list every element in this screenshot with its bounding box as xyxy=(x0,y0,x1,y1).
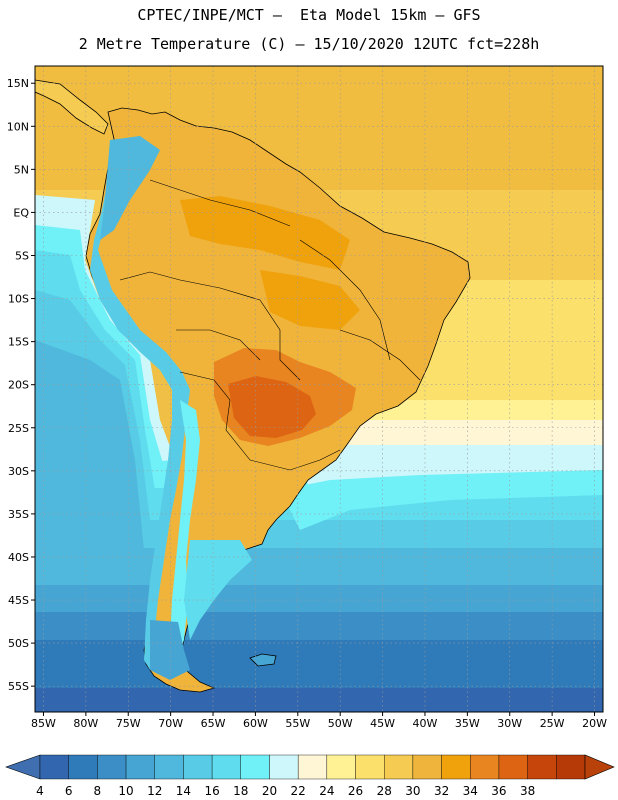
colorbar-segment xyxy=(297,754,328,780)
lon-tick-label: 60W xyxy=(243,717,268,730)
colorbar-label: 12 xyxy=(147,784,162,798)
lon-tick-label: 50W xyxy=(328,717,353,730)
figure-title: CPTEC/INPE/MCT – Eta Model 15km – GFS xyxy=(137,6,481,24)
lat-tick-label: EQ xyxy=(13,206,29,219)
colorbar-segment xyxy=(441,754,471,780)
band-8 xyxy=(35,612,603,642)
interior-32 xyxy=(180,196,350,270)
colorbar-label: 34 xyxy=(463,784,478,798)
lat-tick-label: 30S xyxy=(8,465,29,478)
band-4 xyxy=(35,688,603,712)
atlantic-cool-20 xyxy=(290,445,603,500)
colorbar-over-arrow xyxy=(584,754,615,780)
colorbar-segment xyxy=(97,754,127,780)
lat-tick-label: 10N xyxy=(7,120,29,133)
colorbar-segment xyxy=(412,754,442,780)
colorbar-label: 26 xyxy=(348,784,363,798)
lon-tick-label: 25W xyxy=(540,717,565,730)
lat-tick-label: 45S xyxy=(8,594,29,607)
patagonia-cooler xyxy=(150,620,190,680)
colorbar-label: 6 xyxy=(65,784,73,798)
colorbar-segment xyxy=(183,754,213,780)
lon-tick-label: 35W xyxy=(455,717,480,730)
patagonia-cool xyxy=(184,540,252,640)
colorbar-label: 36 xyxy=(491,784,506,798)
lat-tick-label: 15S xyxy=(8,336,29,349)
lat-tick-label: 50S xyxy=(8,637,29,650)
lon-tick-label: 85W xyxy=(31,717,56,730)
figure-subtitle: 2 Metre Temperature (C) – 15/10/2020 12U… xyxy=(78,35,540,53)
colorbar-label: 30 xyxy=(405,784,420,798)
colorbar-label: 4 xyxy=(36,784,44,798)
lat-tick-label: 5N xyxy=(14,163,29,176)
colorbar-label: 24 xyxy=(319,784,334,798)
lat-tick-label: 5S xyxy=(15,249,29,262)
colorbar-label: 10 xyxy=(118,784,133,798)
colorbar-label: 16 xyxy=(204,784,219,798)
colorbar: 4 6 8 10 12 14 16 18 20 22 24 26 28 30 32 34 36 38 xyxy=(5,754,615,798)
graticule xyxy=(35,66,603,712)
colorbar-segment xyxy=(556,754,586,780)
lon-tick-label: 45W xyxy=(370,717,395,730)
lon-tick-label: 55W xyxy=(285,717,310,730)
atlantic-cool-18 xyxy=(280,470,603,530)
lon-tick-label: 65W xyxy=(201,717,226,730)
colorbar-label: 38 xyxy=(520,784,535,798)
colorbar-under-arrow xyxy=(5,754,41,780)
lat-tick-label: 25S xyxy=(8,422,29,435)
lat-tick-label: 10S xyxy=(8,293,29,306)
colorbar-label: 20 xyxy=(262,784,277,798)
interior-32b xyxy=(260,270,360,330)
pacific-cool-12 xyxy=(35,340,145,565)
lat-tick-label: 35S xyxy=(8,508,29,521)
lon-tick-label: 40W xyxy=(413,717,438,730)
andes-north-cool xyxy=(100,136,160,240)
lon-tick-label: 80W xyxy=(73,717,98,730)
colorbar-segment xyxy=(154,754,184,780)
colorbar-label: 28 xyxy=(377,784,392,798)
interior-36 xyxy=(228,376,316,438)
colorbar-segment xyxy=(240,754,270,780)
colorbar-segment xyxy=(326,754,356,780)
colorbar-label: 18 xyxy=(233,784,248,798)
lat-tick-label: 55S xyxy=(8,680,29,693)
colorbar-segment xyxy=(498,754,528,780)
temperature-field xyxy=(35,66,603,712)
lat-tick-label: 20S xyxy=(8,379,29,392)
colorbar-segment xyxy=(68,754,98,780)
colorbar-segment xyxy=(211,754,241,780)
central-america xyxy=(35,79,109,135)
lat-tick-label: 40S xyxy=(8,551,29,564)
colorbar-segment xyxy=(470,754,500,780)
andes-spine xyxy=(90,140,190,670)
falkland-islands xyxy=(249,653,277,667)
map-frame xyxy=(34,65,604,713)
colorbar-segment xyxy=(355,754,385,780)
colorbar-label: 8 xyxy=(94,784,102,798)
lon-tick-label: 70W xyxy=(158,717,183,730)
colorbar-label: 32 xyxy=(434,784,449,798)
colorbar-label: 14 xyxy=(176,784,191,798)
lon-tick-label: 20W xyxy=(582,717,607,730)
andes-spine-light xyxy=(170,400,200,660)
lon-tick-label: 75W xyxy=(116,717,141,730)
lat-tick-label: 15N xyxy=(7,77,29,90)
colorbar-segment xyxy=(125,754,155,780)
colorbar-segment xyxy=(527,754,557,780)
lon-tick-label: 30W xyxy=(497,717,522,730)
country-borders xyxy=(119,179,421,471)
axis-ticks: 15N 10N 5N EQ 5S 10S 15S 20S 25S 30S 35S 40S 45S 50S 5… xyxy=(7,77,607,730)
colorbar-segment xyxy=(39,754,69,780)
colorbar-segment xyxy=(269,754,299,780)
colorbar-segment xyxy=(384,754,414,780)
colorbar-label: 22 xyxy=(291,784,306,798)
